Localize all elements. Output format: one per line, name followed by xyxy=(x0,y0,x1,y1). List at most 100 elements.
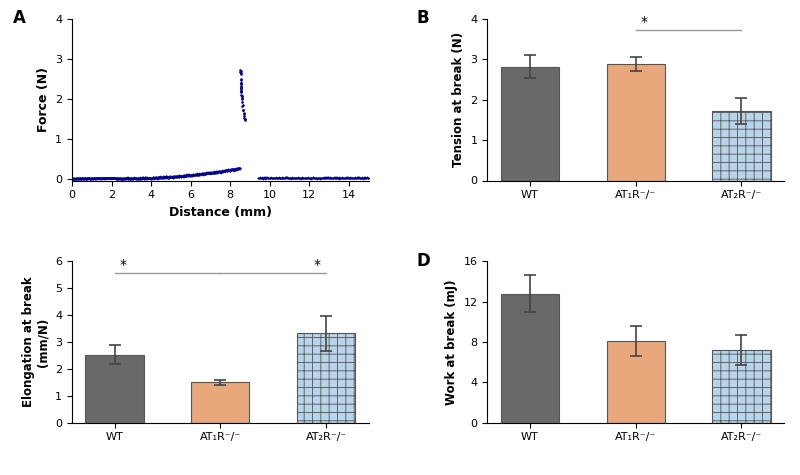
Point xyxy=(298,174,311,182)
Point xyxy=(266,174,279,182)
Point xyxy=(104,175,117,182)
Point xyxy=(193,171,206,178)
Point xyxy=(81,175,94,182)
Point xyxy=(105,175,118,182)
Point xyxy=(171,172,184,180)
Point xyxy=(78,175,91,182)
Point xyxy=(326,174,339,181)
Point xyxy=(190,170,203,178)
Point xyxy=(214,169,227,176)
Point xyxy=(119,174,132,182)
Point xyxy=(103,175,116,182)
Point xyxy=(90,174,102,182)
Point xyxy=(182,171,195,179)
Point xyxy=(128,174,141,182)
Point xyxy=(98,175,111,182)
Point xyxy=(222,165,234,173)
Point xyxy=(214,168,227,176)
Point xyxy=(194,171,206,179)
Point xyxy=(141,175,154,182)
Point xyxy=(181,172,194,180)
Point xyxy=(230,165,243,173)
Point xyxy=(98,175,111,182)
Point xyxy=(102,174,114,182)
Point xyxy=(329,174,342,181)
Point xyxy=(194,170,206,178)
Point xyxy=(181,171,194,179)
Point xyxy=(209,169,222,177)
Point xyxy=(294,174,307,182)
Point xyxy=(277,174,290,181)
Point xyxy=(89,174,102,182)
Point xyxy=(94,174,106,182)
Point xyxy=(192,171,205,178)
Point xyxy=(104,175,117,182)
Point xyxy=(302,174,315,182)
Point xyxy=(333,174,346,182)
Point xyxy=(94,174,106,182)
Point xyxy=(343,174,356,182)
Point xyxy=(217,167,230,175)
Point xyxy=(134,174,147,182)
Point xyxy=(146,173,159,181)
Point xyxy=(74,174,87,182)
Point xyxy=(219,166,232,174)
Point xyxy=(135,175,148,182)
Text: *: * xyxy=(641,15,648,28)
Point xyxy=(82,175,95,182)
Point xyxy=(86,175,98,182)
Point xyxy=(79,175,92,182)
Point xyxy=(67,175,80,182)
Point xyxy=(82,175,94,182)
Point xyxy=(343,174,356,182)
Point xyxy=(203,169,216,176)
Point xyxy=(235,92,248,100)
Point xyxy=(142,174,155,182)
Point xyxy=(171,173,184,180)
Point xyxy=(202,169,214,177)
Point xyxy=(225,165,238,173)
Point xyxy=(218,168,230,175)
Point xyxy=(158,173,171,180)
Point xyxy=(114,175,127,182)
Point xyxy=(223,166,236,174)
Point xyxy=(212,168,225,175)
Point xyxy=(275,174,288,182)
Point xyxy=(325,174,338,182)
Point xyxy=(254,174,266,182)
Point xyxy=(81,175,94,182)
Point xyxy=(125,175,138,182)
Point xyxy=(102,174,114,182)
Point xyxy=(120,175,133,182)
Point xyxy=(358,173,371,181)
Point xyxy=(94,174,107,182)
Point xyxy=(146,174,159,182)
Point xyxy=(102,175,114,182)
Point xyxy=(88,175,101,182)
Point xyxy=(111,174,124,182)
Point xyxy=(201,169,214,177)
Point xyxy=(319,174,332,181)
Point xyxy=(71,175,84,182)
Point xyxy=(318,174,331,182)
Point xyxy=(169,173,182,181)
Point xyxy=(274,174,286,182)
Point xyxy=(100,175,113,182)
Point xyxy=(148,174,161,181)
Point xyxy=(163,173,176,181)
Point xyxy=(154,173,167,181)
Point xyxy=(95,174,108,182)
Point xyxy=(178,171,190,179)
Point xyxy=(113,174,126,182)
Point xyxy=(73,174,86,182)
Point xyxy=(254,174,267,182)
Point xyxy=(195,171,208,178)
Point xyxy=(294,174,306,182)
Point xyxy=(267,174,280,181)
Point xyxy=(154,174,166,181)
Point xyxy=(343,174,356,182)
Point xyxy=(102,174,115,182)
Point xyxy=(350,175,362,182)
Point xyxy=(345,174,358,182)
Point xyxy=(234,83,247,91)
